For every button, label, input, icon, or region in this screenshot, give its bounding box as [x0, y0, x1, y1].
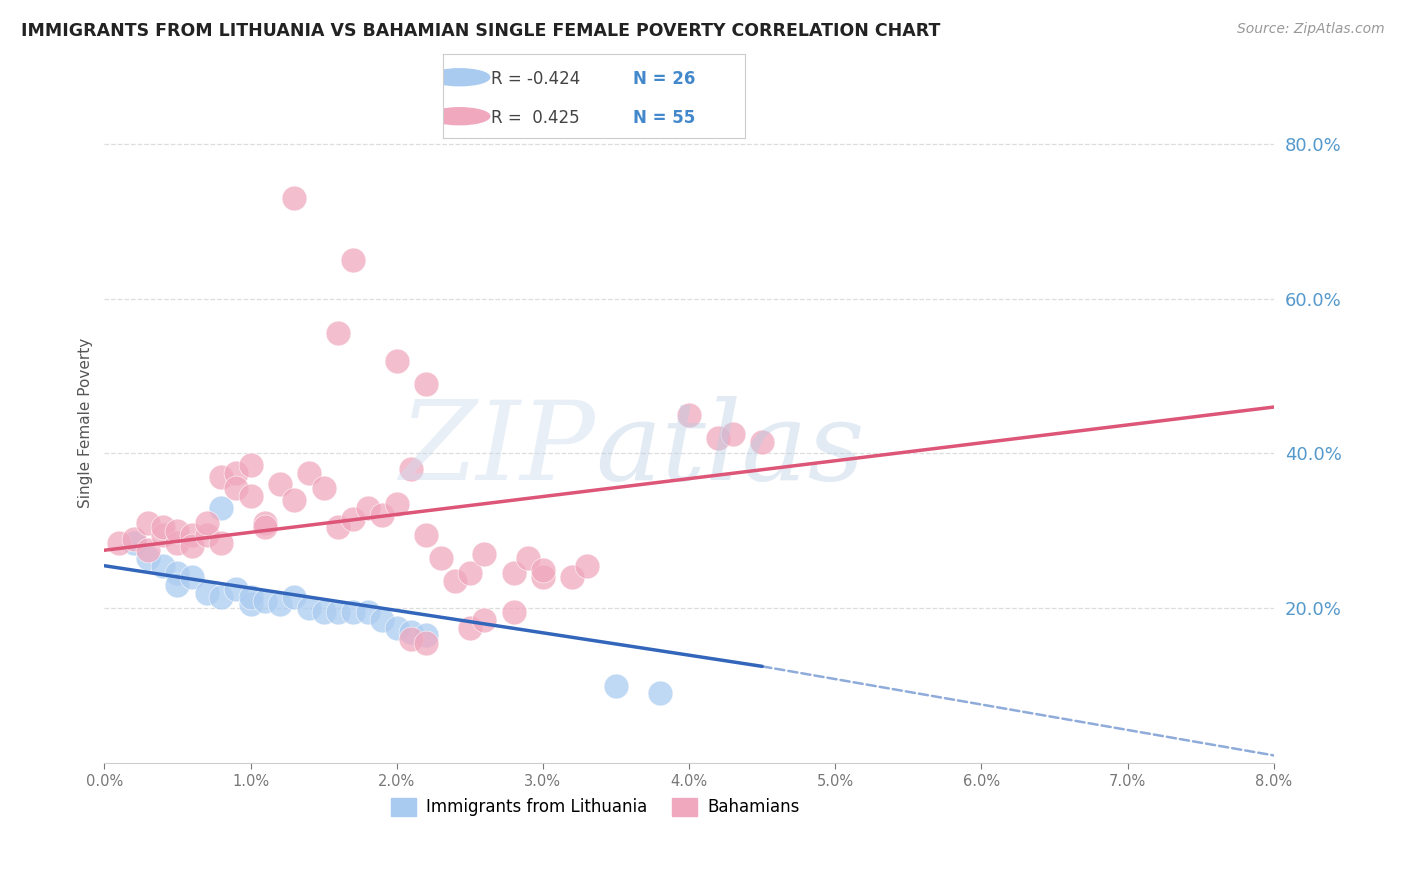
Point [283, 590, 305, 604]
Point [371, 613, 394, 627]
Point [385, 353, 408, 368]
Point [312, 605, 335, 619]
Point [239, 458, 262, 472]
Point [225, 582, 247, 596]
Point [561, 570, 583, 584]
Text: IMMIGRANTS FROM LITHUANIA VS BAHAMIAN SINGLE FEMALE POVERTY CORRELATION CHART: IMMIGRANTS FROM LITHUANIA VS BAHAMIAN SI… [21, 22, 941, 40]
Point [531, 563, 554, 577]
Point [531, 570, 554, 584]
Point [474, 613, 496, 627]
Point [385, 621, 408, 635]
Text: atlas: atlas [596, 396, 865, 503]
Point [429, 551, 451, 566]
Point [269, 477, 291, 491]
Point [269, 598, 291, 612]
Point [415, 528, 437, 542]
Point [517, 551, 540, 566]
Point [181, 540, 204, 554]
Point [166, 535, 188, 549]
Point [209, 469, 232, 483]
Point [195, 516, 218, 530]
Point [298, 466, 321, 480]
Point [166, 566, 188, 581]
Text: ZIP: ZIP [399, 396, 596, 503]
Point [254, 520, 277, 534]
Point [239, 590, 262, 604]
Point [356, 500, 378, 515]
Point [678, 408, 700, 422]
Point [605, 679, 627, 693]
Text: Source: ZipAtlas.com: Source: ZipAtlas.com [1237, 22, 1385, 37]
Point [385, 497, 408, 511]
Point [195, 586, 218, 600]
Point [254, 593, 277, 607]
Point [298, 601, 321, 615]
Point [166, 524, 188, 538]
Point [648, 686, 671, 700]
Point [166, 578, 188, 592]
Point [152, 520, 174, 534]
Point [283, 191, 305, 205]
Point [328, 326, 350, 341]
Text: N = 26: N = 26 [633, 70, 696, 88]
Point [415, 376, 437, 391]
Point [328, 605, 350, 619]
Point [239, 598, 262, 612]
Point [195, 528, 218, 542]
Point [474, 547, 496, 561]
Circle shape [429, 69, 489, 86]
Circle shape [429, 108, 489, 125]
Point [136, 516, 159, 530]
Text: R = -0.424: R = -0.424 [491, 70, 581, 88]
Point [502, 605, 524, 619]
Point [458, 621, 481, 635]
Point [444, 574, 467, 589]
Point [181, 570, 204, 584]
Point [254, 516, 277, 530]
Point [356, 605, 378, 619]
Point [342, 605, 364, 619]
Point [136, 543, 159, 558]
Point [575, 558, 598, 573]
Point [458, 566, 481, 581]
Point [342, 512, 364, 526]
Point [209, 590, 232, 604]
Point [401, 462, 423, 476]
Point [181, 528, 204, 542]
Point [342, 252, 364, 267]
Point [122, 532, 145, 546]
Point [283, 492, 305, 507]
Point [721, 427, 744, 442]
Point [328, 520, 350, 534]
Point [225, 481, 247, 495]
Point [401, 632, 423, 647]
Point [707, 431, 730, 445]
Point [239, 489, 262, 503]
Point [136, 551, 159, 566]
Point [415, 636, 437, 650]
Legend: Immigrants from Lithuania, Bahamians: Immigrants from Lithuania, Bahamians [385, 791, 807, 823]
Point [312, 481, 335, 495]
Text: N = 55: N = 55 [633, 109, 696, 127]
Point [209, 535, 232, 549]
Point [152, 528, 174, 542]
Point [502, 566, 524, 581]
Point [122, 535, 145, 549]
Point [152, 558, 174, 573]
Y-axis label: Single Female Poverty: Single Female Poverty [79, 337, 93, 508]
Point [108, 535, 131, 549]
Point [415, 628, 437, 642]
Point [225, 466, 247, 480]
Point [371, 508, 394, 523]
Text: R =  0.425: R = 0.425 [491, 109, 579, 127]
Point [209, 500, 232, 515]
Point [401, 624, 423, 639]
Point [751, 434, 773, 449]
